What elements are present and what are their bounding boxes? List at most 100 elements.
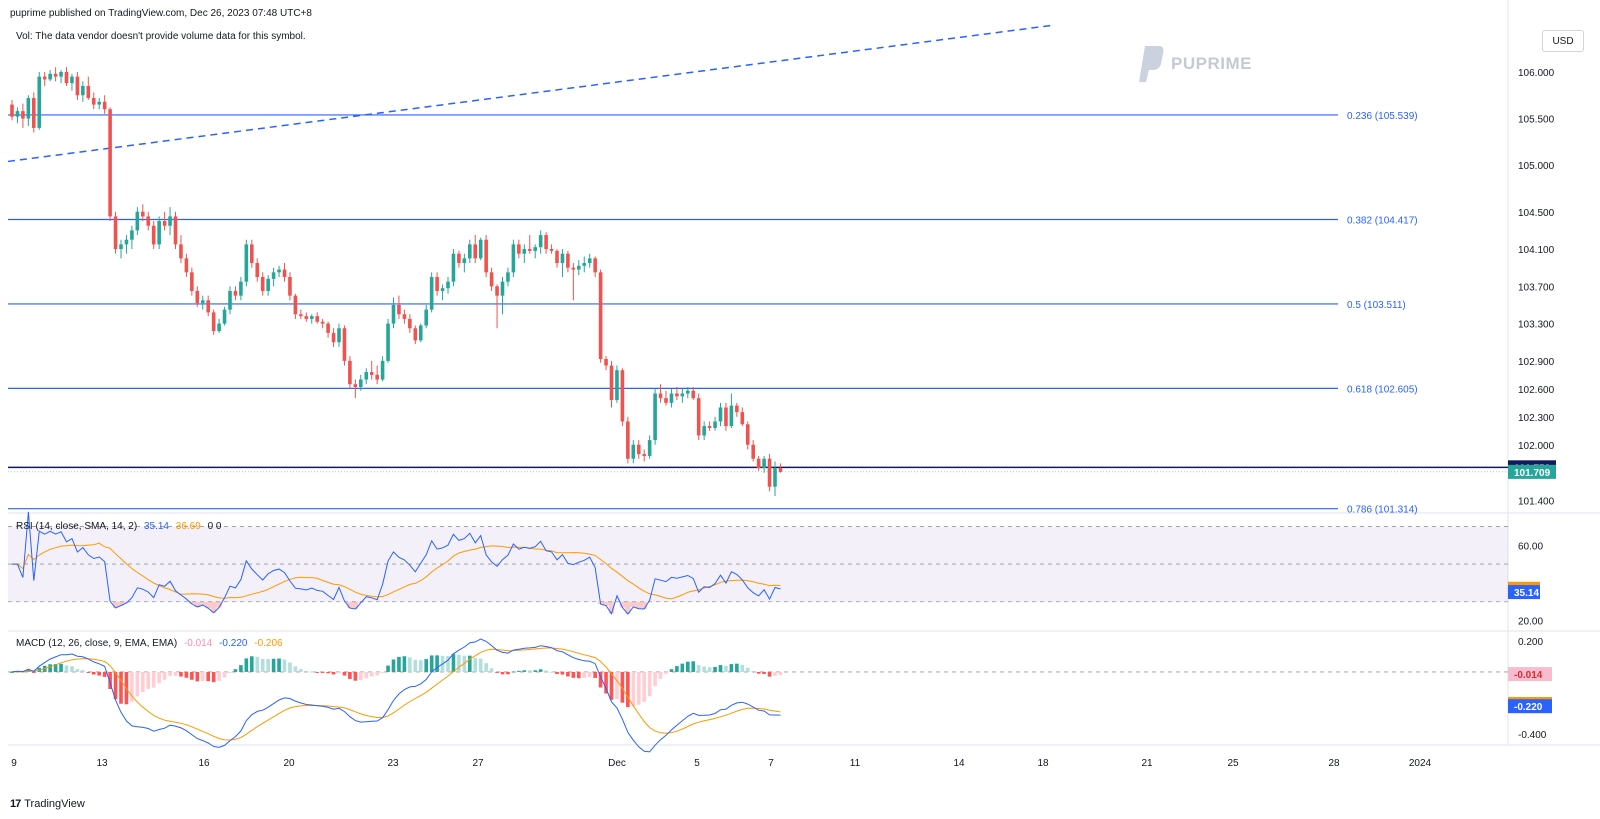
macd-histogram-bar bbox=[342, 671, 347, 676]
candle bbox=[255, 258, 260, 282]
macd-histogram-bar bbox=[53, 664, 58, 672]
candle bbox=[522, 244, 527, 264]
price-tick-label: 102.300 bbox=[1518, 413, 1555, 424]
candle-body bbox=[337, 328, 341, 343]
candle-body bbox=[32, 98, 36, 128]
rsi-oversold-fill bbox=[619, 601, 626, 608]
candle-body bbox=[773, 468, 777, 487]
candle-body bbox=[577, 265, 581, 270]
candle-body bbox=[260, 277, 265, 291]
candle-body bbox=[190, 272, 194, 291]
macd-histogram-bar bbox=[48, 664, 52, 672]
candle-body bbox=[527, 249, 532, 251]
candle bbox=[500, 277, 505, 315]
candle bbox=[304, 312, 309, 322]
candle-body bbox=[626, 421, 630, 459]
candle-body bbox=[642, 454, 646, 456]
macd-marker-bg bbox=[1508, 699, 1552, 714]
candle-body bbox=[81, 85, 85, 96]
macd-histogram-bar bbox=[168, 671, 172, 676]
candle bbox=[10, 99, 14, 121]
candle bbox=[527, 235, 532, 254]
candle bbox=[658, 384, 663, 403]
macd-histogram-bar bbox=[228, 671, 232, 673]
candle bbox=[266, 275, 270, 296]
macd-tick-label: -0.400 bbox=[1518, 730, 1547, 741]
price-marker-bg bbox=[1508, 464, 1556, 479]
candle bbox=[626, 416, 630, 464]
candle bbox=[435, 272, 439, 296]
macd-histogram-bar bbox=[446, 656, 450, 672]
rsi-marker: 35.14 bbox=[1508, 585, 1540, 600]
candle bbox=[560, 249, 565, 277]
candle bbox=[745, 421, 750, 450]
candle bbox=[32, 92, 36, 133]
candle bbox=[729, 393, 734, 428]
candle-body bbox=[713, 421, 717, 428]
macd-histogram-bar bbox=[271, 658, 276, 672]
candle-body bbox=[348, 360, 352, 385]
macd-histogram-bar bbox=[582, 671, 587, 678]
candle-body bbox=[331, 332, 336, 343]
candle-body bbox=[304, 316, 309, 319]
candle-body bbox=[282, 269, 287, 277]
macd-histogram-bar bbox=[146, 671, 151, 689]
macd-histogram-bar bbox=[380, 671, 385, 673]
macd-histogram-bar bbox=[102, 671, 107, 677]
candle bbox=[724, 402, 728, 431]
price-tick-label: 103.300 bbox=[1518, 320, 1555, 331]
price-tick-label: 102.900 bbox=[1518, 357, 1555, 368]
candle bbox=[571, 263, 576, 301]
macd-histogram-bar bbox=[81, 670, 85, 672]
candle-body bbox=[184, 258, 189, 273]
price-tick-label: 102.000 bbox=[1518, 441, 1555, 452]
candle-body bbox=[762, 458, 766, 469]
candle-body bbox=[239, 281, 243, 296]
macd-histogram-bar bbox=[500, 671, 505, 675]
candle-body bbox=[756, 458, 761, 469]
macd-histogram-bar bbox=[408, 657, 412, 672]
macd-histogram-bar bbox=[86, 671, 91, 673]
candle-body bbox=[271, 272, 276, 279]
candle-body bbox=[506, 272, 510, 282]
candle-body bbox=[429, 277, 434, 310]
macd-histogram-bar bbox=[190, 671, 194, 680]
rsi-tick-label: 20.00 bbox=[1518, 617, 1543, 628]
macd-histogram-bar bbox=[331, 671, 336, 675]
time-tick-label: 11 bbox=[850, 758, 861, 769]
macd-histogram-bar bbox=[658, 671, 663, 679]
price-marker: 101.709 bbox=[1508, 464, 1556, 479]
candle bbox=[206, 295, 210, 317]
macd-histogram-bar bbox=[418, 660, 423, 672]
macd-histogram-bar bbox=[560, 671, 565, 675]
macd-signal-value: -0.206 bbox=[254, 638, 283, 649]
macd-histogram-bar bbox=[326, 671, 330, 674]
macd-histogram-bar bbox=[642, 671, 646, 702]
currency-button[interactable]: USD bbox=[1542, 30, 1584, 52]
candle-body bbox=[500, 281, 505, 296]
macd-histogram-bar bbox=[266, 659, 270, 672]
macd-histogram-bar bbox=[778, 671, 783, 676]
macd-histogram-bar bbox=[669, 669, 674, 672]
candle bbox=[767, 454, 772, 492]
candle-body bbox=[233, 290, 238, 296]
candle bbox=[217, 318, 221, 333]
candle-body bbox=[70, 76, 74, 84]
candle-body bbox=[571, 267, 576, 270]
candle bbox=[696, 393, 701, 441]
time-tick-label: 9 bbox=[11, 758, 17, 769]
candle bbox=[489, 267, 494, 291]
candle bbox=[413, 325, 418, 345]
candle bbox=[211, 309, 216, 335]
rsi-oversold-fill bbox=[118, 601, 124, 606]
macd-histogram-bar bbox=[468, 655, 472, 672]
rsi-oversold-fill bbox=[347, 601, 353, 609]
candle bbox=[326, 321, 330, 338]
macd-histogram-bar bbox=[506, 671, 510, 675]
candle-body bbox=[244, 244, 249, 282]
rsi-oversold-fill bbox=[210, 601, 217, 613]
macd-histogram-bar bbox=[364, 671, 369, 679]
macd-histogram-bar bbox=[195, 671, 200, 682]
candle bbox=[141, 204, 145, 222]
